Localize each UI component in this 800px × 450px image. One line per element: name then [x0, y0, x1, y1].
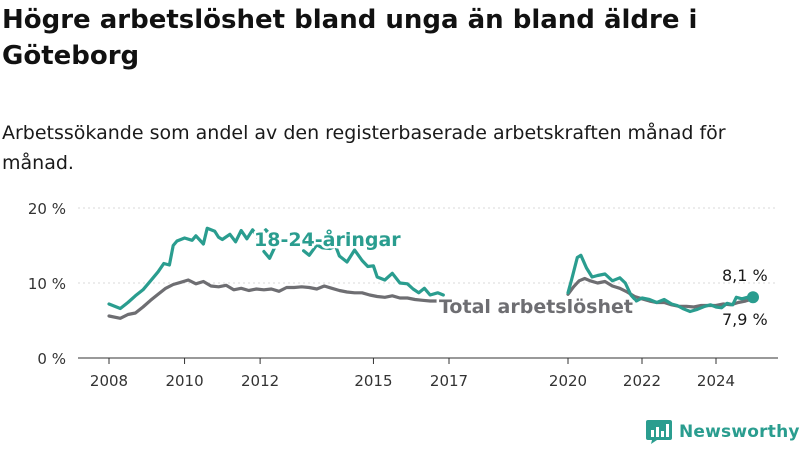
- series-labels: 18-24-åringar Total arbetslöshet 8,1 % 7,9 …: [252, 225, 768, 330]
- series-line-youth: [302, 243, 445, 297]
- x-tick-label: 2024: [697, 372, 735, 390]
- series-line-youth: [566, 253, 755, 314]
- series-label-youth: 18-24-åringar: [254, 227, 401, 251]
- y-tick-label: 0 %: [37, 350, 66, 368]
- brand-logo[interactable]: Newsworthy: [645, 419, 800, 445]
- series-lines: [107, 226, 759, 320]
- x-tick-label: 2020: [549, 372, 587, 390]
- bar-chart-icon: [646, 420, 672, 444]
- x-tick-label: 2012: [241, 372, 279, 390]
- series-line-youth: [262, 244, 277, 260]
- chart-subtitle: Arbetssökande som andel av den registerb…: [2, 122, 726, 174]
- chart-title: Högre arbetslöshet bland unga än bland ä…: [2, 5, 698, 71]
- series-line-total: [107, 278, 445, 320]
- x-tick-label: 2010: [165, 372, 203, 390]
- y-axis: 0 % 10 % 20 %: [28, 200, 66, 368]
- series-label-total: Total arbetslöshet: [439, 296, 633, 318]
- end-value-label-total: 7,9 %: [722, 310, 768, 329]
- x-tick-label: 2022: [623, 372, 661, 390]
- x-axis: 2008 2010 2012 2015 2017 2020 2022 2024: [90, 358, 735, 390]
- y-tick-label: 20 %: [28, 200, 66, 218]
- x-tick-label: 2015: [354, 372, 392, 390]
- series-line-youth: [107, 226, 273, 311]
- brand-name: Newsworthy: [679, 422, 800, 442]
- x-tick-label: 2008: [90, 372, 128, 390]
- y-tick-label: 10 %: [28, 275, 66, 293]
- end-value-label-youth: 8,1 %: [722, 266, 768, 285]
- end-point-marker: [747, 291, 759, 304]
- x-tick-label: 2017: [430, 372, 468, 390]
